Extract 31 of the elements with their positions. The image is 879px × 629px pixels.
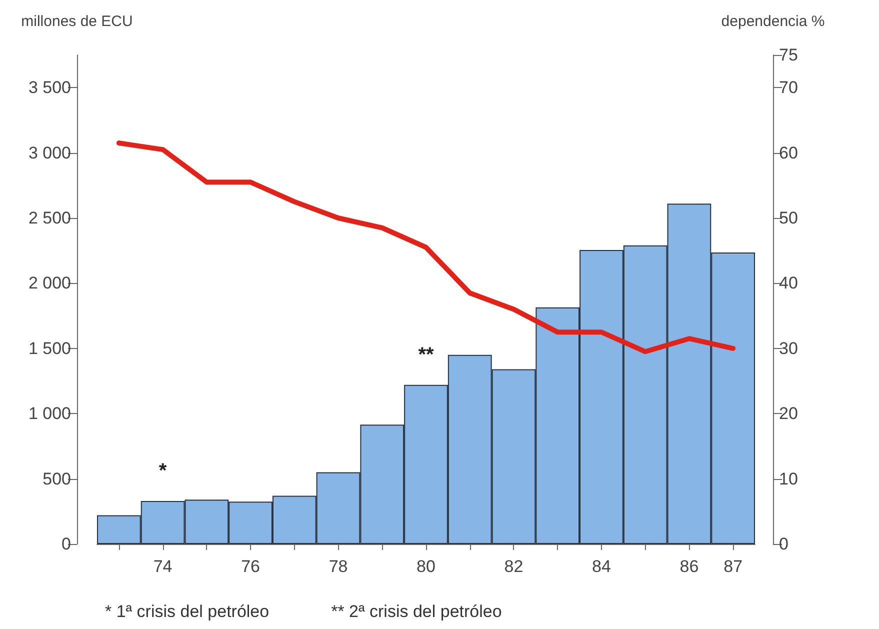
y-tick-label: 2 500 — [28, 208, 71, 228]
x-tick-label: 74 — [153, 557, 172, 576]
y2-tick-label: 10 — [779, 469, 798, 488]
x-tick-label: 76 — [241, 557, 260, 576]
annotation: * — [158, 460, 167, 482]
y2-tick-label: 50 — [779, 208, 798, 228]
text: ** 2ª crisis del petróleo — [331, 602, 502, 622]
y-tick-label: 1 000 — [28, 404, 71, 424]
text: * 1ª crisis del petróleo — [105, 602, 270, 622]
y-tick-label: 1 500 — [28, 338, 71, 358]
annotation: ** — [418, 344, 434, 366]
y-tick-label: 500 — [42, 469, 71, 488]
x-tick-label: 78 — [328, 557, 348, 576]
y-tick-label: 0 — [62, 534, 71, 554]
y-axis-title: millones de ECU — [21, 13, 133, 30]
x-tick-label: 86 — [680, 557, 699, 576]
y-tick-label: 3 000 — [28, 143, 71, 162]
x-tick-label: 87 — [724, 557, 743, 576]
x-tick-label: 82 — [504, 557, 524, 576]
y2-axis-title: dependencia % — [721, 13, 825, 30]
y2-tick-label: 30 — [779, 338, 798, 358]
y2-tick-label: 20 — [779, 404, 798, 424]
y2-tick-label: 70 — [779, 78, 798, 98]
y-tick-label: 2 000 — [28, 274, 71, 293]
y2-tick-label: 40 — [779, 274, 798, 293]
y-tick-label: 3 500 — [28, 78, 71, 98]
y2-tick-label: 0 — [779, 534, 788, 554]
y2-tick-label: 60 — [779, 143, 798, 162]
y2-tick-label: 75 — [779, 46, 798, 64]
x-tick-label: 80 — [416, 557, 436, 576]
x-tick-label: 84 — [592, 557, 611, 576]
